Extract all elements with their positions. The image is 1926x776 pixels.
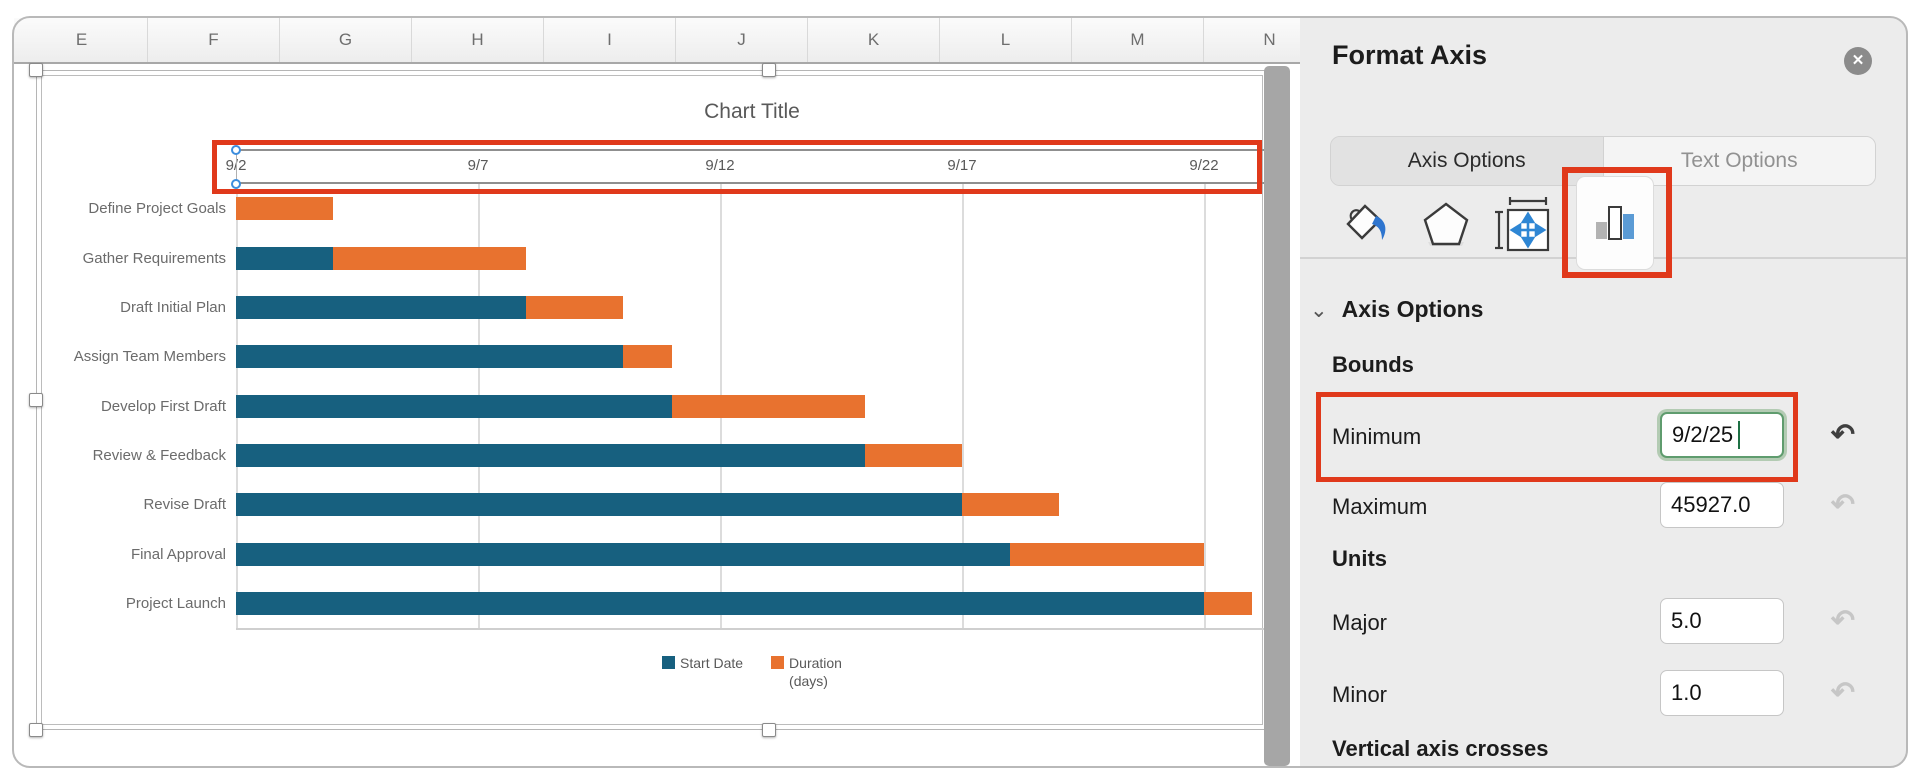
bar-duration[interactable] bbox=[962, 493, 1059, 517]
bar-duration[interactable] bbox=[332, 246, 527, 270]
column-header-M[interactable]: M bbox=[1072, 18, 1204, 62]
bar-duration[interactable] bbox=[671, 394, 866, 418]
plot-bottom-border bbox=[236, 628, 1268, 630]
column-header-G[interactable]: G bbox=[280, 18, 412, 62]
maximum-label: Maximum bbox=[1332, 494, 1428, 519]
vertical-scrollbar[interactable] bbox=[1264, 66, 1290, 766]
column-header-I[interactable]: I bbox=[544, 18, 676, 62]
bar-duration[interactable] bbox=[526, 295, 624, 319]
close-icon[interactable]: ✕ bbox=[1844, 47, 1872, 75]
column-header-F[interactable]: F bbox=[148, 18, 280, 62]
legend-swatch bbox=[771, 656, 785, 669]
chart-options-icon[interactable] bbox=[1576, 176, 1654, 270]
axis-line-bottom[interactable] bbox=[236, 182, 1268, 184]
column-header-K[interactable]: K bbox=[808, 18, 940, 62]
bar-start-date[interactable] bbox=[236, 394, 672, 418]
minor-unit-input[interactable] bbox=[1660, 670, 1784, 716]
bar-start-date[interactable] bbox=[236, 542, 1011, 566]
minor-label: Minor bbox=[1332, 682, 1388, 707]
axis-selection-edge bbox=[236, 150, 237, 184]
legend-swatch bbox=[662, 656, 676, 669]
chart-handle-bottom-left[interactable] bbox=[29, 723, 43, 737]
chevron-down-icon: ⌄ bbox=[1310, 299, 1328, 322]
category-label[interactable]: Project Launch bbox=[125, 594, 226, 612]
bar-start-date[interactable] bbox=[236, 493, 962, 517]
bar-duration[interactable] bbox=[865, 443, 962, 467]
category-label[interactable]: Draft Initial Plan bbox=[120, 298, 226, 316]
tab-axis-options[interactable]: Axis Options bbox=[1331, 137, 1604, 185]
effects-icon[interactable] bbox=[1420, 200, 1472, 255]
bar-duration[interactable] bbox=[236, 197, 333, 221]
maximum-input[interactable] bbox=[1660, 482, 1784, 528]
bar-start-date[interactable] bbox=[236, 246, 333, 270]
bar-start-date[interactable] bbox=[236, 295, 527, 319]
major-label: Major bbox=[1332, 610, 1388, 635]
axis-tick-label[interactable]: 9/22 bbox=[1189, 157, 1219, 174]
bar-duration[interactable] bbox=[1010, 542, 1204, 566]
bar-start-date[interactable] bbox=[236, 345, 624, 369]
section-axis-options[interactable]: ⌄ Axis Options bbox=[1310, 296, 1484, 322]
chart-handle-bottom-center[interactable] bbox=[762, 723, 776, 737]
axis-selection-handle-top[interactable] bbox=[231, 145, 241, 155]
column-header-H[interactable]: H bbox=[412, 18, 544, 62]
category-label[interactable]: Gather Requirements bbox=[82, 249, 226, 267]
chart-handle-top-left[interactable] bbox=[29, 63, 43, 77]
fill-icon[interactable] bbox=[1338, 198, 1396, 253]
bar-duration[interactable] bbox=[1204, 591, 1253, 615]
category-label[interactable]: Assign Team Members bbox=[73, 348, 226, 366]
minimum-input[interactable] bbox=[1660, 412, 1784, 458]
axis-selection-handle-bottom[interactable] bbox=[231, 179, 241, 189]
format-axis-pane bbox=[1300, 17, 1908, 767]
gridline-9/17 bbox=[962, 184, 964, 628]
units-heading: Units bbox=[1332, 546, 1387, 571]
legend-item[interactable]: Duration (days) bbox=[771, 654, 842, 690]
reset-minimum-icon[interactable]: ↷ bbox=[1830, 419, 1856, 451]
bar-duration[interactable] bbox=[623, 345, 672, 369]
major-unit-input[interactable] bbox=[1660, 598, 1784, 644]
minimum-label: Minimum bbox=[1332, 424, 1422, 449]
axis-line-top[interactable] bbox=[236, 149, 1268, 151]
category-label[interactable]: Review & Feedback bbox=[92, 446, 226, 464]
vertical-axis-crosses-heading: Vertical axis crosses bbox=[1332, 736, 1549, 761]
category-label[interactable]: Develop First Draft bbox=[100, 397, 226, 415]
bar-start-date[interactable] bbox=[236, 443, 866, 467]
chart-handle-top-center[interactable] bbox=[762, 63, 776, 77]
pane-tabs: Axis Options Text Options bbox=[1330, 136, 1876, 186]
bar-start-date[interactable] bbox=[236, 591, 1204, 615]
text-cursor bbox=[1738, 421, 1740, 449]
reset-minor-icon: ↷ bbox=[1830, 677, 1856, 709]
chart-legend[interactable]: Start Date Duration (days) bbox=[236, 654, 1268, 690]
legend-item[interactable]: Start Date bbox=[662, 654, 743, 690]
category-label[interactable]: Define Project Goals bbox=[88, 200, 226, 218]
column-header-E[interactable]: E bbox=[16, 18, 148, 62]
column-header-J[interactable]: J bbox=[676, 18, 808, 62]
column-header-L[interactable]: L bbox=[940, 18, 1072, 62]
axis-tick-label[interactable]: 9/7 bbox=[467, 157, 489, 174]
chart-handle-middle-left[interactable] bbox=[29, 393, 43, 407]
legend-label: Duration (days) bbox=[789, 655, 842, 689]
axis-tick-label[interactable]: 9/17 bbox=[947, 157, 977, 174]
size-properties-icon[interactable] bbox=[1494, 196, 1554, 257]
bounds-heading: Bounds bbox=[1332, 352, 1414, 377]
pane-title: Format Axis bbox=[1332, 40, 1488, 70]
gridline-9/22 bbox=[1204, 184, 1206, 628]
legend-label: Start Date bbox=[680, 655, 744, 671]
chart-title[interactable]: Chart Title bbox=[704, 100, 800, 123]
reset-major-icon: ↷ bbox=[1830, 605, 1856, 637]
reset-maximum-icon: ↷ bbox=[1830, 489, 1856, 521]
category-label[interactable]: Revise Draft bbox=[143, 496, 226, 514]
category-label[interactable]: Final Approval bbox=[130, 545, 226, 563]
axis-tick-label[interactable]: 9/12 bbox=[705, 157, 735, 174]
